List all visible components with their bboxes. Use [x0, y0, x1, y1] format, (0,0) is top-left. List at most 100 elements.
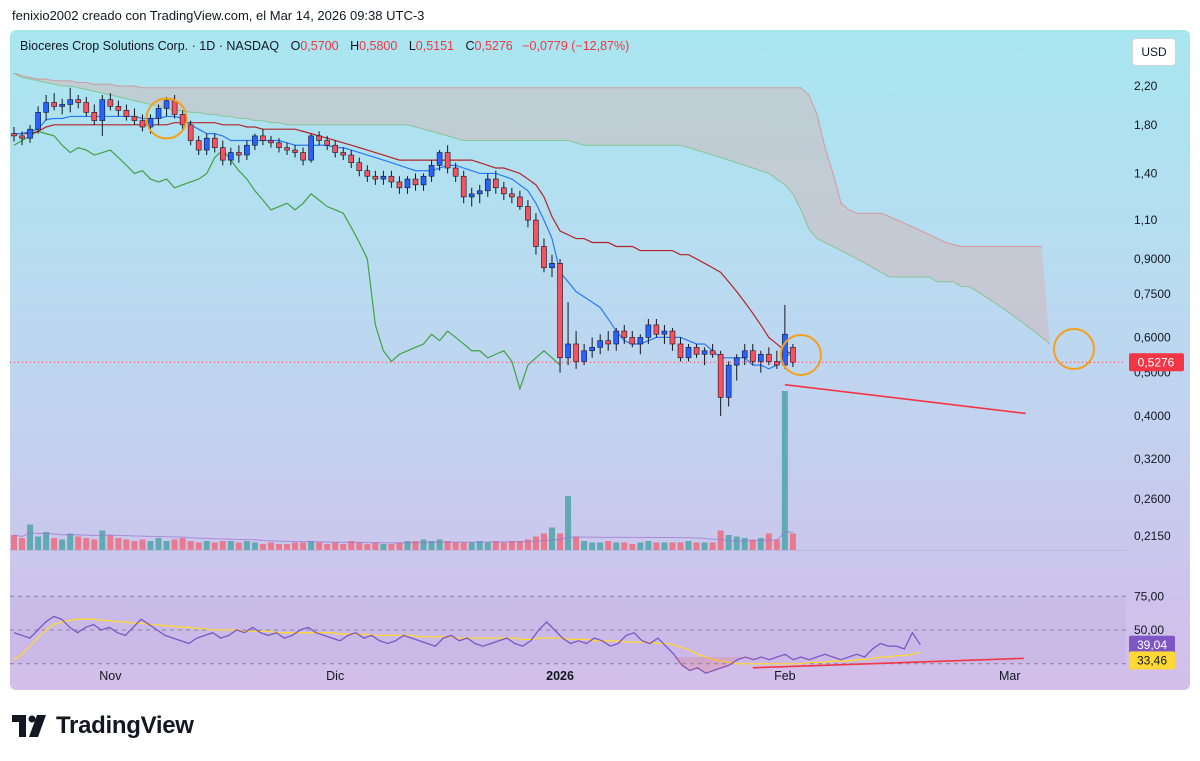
volume-bar	[155, 538, 162, 550]
volume-bar	[565, 496, 572, 550]
chikou-span-line	[13, 130, 561, 391]
candle-body	[725, 364, 732, 398]
candle-body	[653, 324, 660, 335]
candle-body	[388, 175, 395, 183]
volume-bar	[11, 535, 17, 550]
chart-canvas[interactable]: 2,201,801,401,100,90000,75000,60000,5000…	[10, 30, 1190, 690]
volume-bar	[653, 542, 660, 550]
chart-caption: fenixio2002 creado con TradingView.com, …	[12, 8, 425, 23]
price-axis-label: 1,10	[1134, 213, 1158, 227]
volume-bar	[436, 539, 443, 550]
volume-bar	[597, 542, 604, 550]
volume-bar	[51, 538, 58, 550]
candle-body	[67, 99, 74, 105]
candle-body	[236, 152, 242, 156]
candle-body	[589, 347, 595, 352]
rsi-value-tag-label: 39,04	[1137, 638, 1167, 652]
candle-body	[661, 330, 668, 335]
candle-body	[316, 135, 322, 141]
volume-bar	[284, 544, 291, 550]
price-axis-label: 0,7500	[1134, 287, 1171, 301]
candle-body	[83, 102, 90, 113]
price-axis-label: 0,6000	[1134, 330, 1171, 344]
volume-bar	[621, 542, 628, 550]
candle-body	[693, 347, 700, 355]
candle-body	[685, 347, 692, 359]
rsi-ma-tag-label: 33,46	[1137, 653, 1167, 667]
volume-bar	[219, 541, 226, 550]
candle-body	[171, 100, 178, 115]
volume-bar	[637, 542, 644, 550]
volume-bar	[380, 544, 387, 550]
volume-bar	[340, 544, 347, 550]
price-divergence-line	[784, 383, 1026, 415]
rsi-band-fill	[10, 596, 1126, 664]
candle-body	[621, 330, 628, 338]
candle-body	[460, 175, 467, 198]
volume-bar	[605, 541, 612, 550]
candle-body	[484, 178, 491, 192]
pane-separator	[10, 550, 1126, 551]
volume-bar	[396, 542, 403, 550]
volume-bar	[308, 541, 315, 550]
volume-bar	[300, 542, 307, 550]
candle-body	[139, 120, 146, 128]
candle-body	[292, 149, 298, 153]
candle-body	[51, 102, 57, 107]
volume-bar	[717, 530, 724, 550]
volume-bar	[259, 544, 266, 550]
candle-body	[300, 152, 306, 161]
candle-body	[645, 324, 652, 338]
candle-body	[541, 246, 547, 269]
close-value: 0,5276	[474, 39, 513, 53]
candle-body	[517, 196, 523, 207]
candle-body	[509, 193, 515, 198]
volume-bar	[685, 541, 692, 550]
volume-bar	[500, 542, 507, 550]
currency-button[interactable]: USD	[1132, 38, 1176, 66]
candle-body	[741, 350, 748, 359]
volume-bar	[701, 542, 708, 550]
volume-bar	[235, 542, 242, 550]
high-label: H	[350, 39, 360, 53]
volume-bar	[267, 542, 274, 550]
volume-bar	[27, 524, 34, 550]
chart-frame[interactable]: 2,20 1,80 1,40 1,10 0,9000 0,7500 0,6000 0,5000…	[10, 30, 1190, 690]
volume-bar	[629, 544, 636, 550]
volume-bar	[709, 542, 716, 550]
candle-body	[380, 175, 387, 180]
candle-body	[260, 135, 266, 141]
volume-bar	[43, 532, 50, 550]
candle-body	[219, 147, 226, 161]
volume-bar	[540, 533, 547, 550]
volume-bar	[645, 541, 652, 550]
rsi-ma-tag	[1129, 651, 1175, 670]
high-value: 0,5800	[359, 39, 398, 53]
candle-body	[276, 142, 282, 148]
tradingview-logo[interactable]: TradingView	[12, 712, 194, 740]
candle-body	[340, 152, 347, 156]
volume-bar	[484, 542, 491, 550]
last-price-tag	[1129, 353, 1184, 372]
cloud-span-b-line	[13, 72, 1042, 247]
candle-body	[91, 112, 98, 121]
price-axis: 2,201,801,401,100,90000,75000,60000,5000…	[1134, 79, 1171, 543]
candle-body	[757, 353, 764, 362]
rsi-axis-label: 75,00	[1134, 589, 1164, 603]
candle-body	[35, 112, 41, 130]
candle-body	[324, 140, 330, 146]
volume-bar	[589, 542, 596, 550]
volume-bar	[404, 541, 411, 550]
price-axis-label: 0,3200	[1134, 452, 1171, 466]
symbol-name[interactable]: Bioceres Crop Solutions Corp. · 1D · NAS…	[20, 39, 280, 53]
tradingview-wordmark: TradingView	[56, 712, 194, 739]
volume-bar	[211, 542, 218, 550]
candle-body	[605, 340, 612, 345]
kijun-sen-line	[14, 122, 794, 355]
candle-body	[597, 340, 603, 348]
volume-bar	[123, 539, 130, 550]
candle-body	[557, 263, 563, 359]
price-axis-label: 1,80	[1134, 118, 1158, 132]
volume-bar	[693, 542, 700, 550]
volume-bar	[348, 541, 355, 550]
